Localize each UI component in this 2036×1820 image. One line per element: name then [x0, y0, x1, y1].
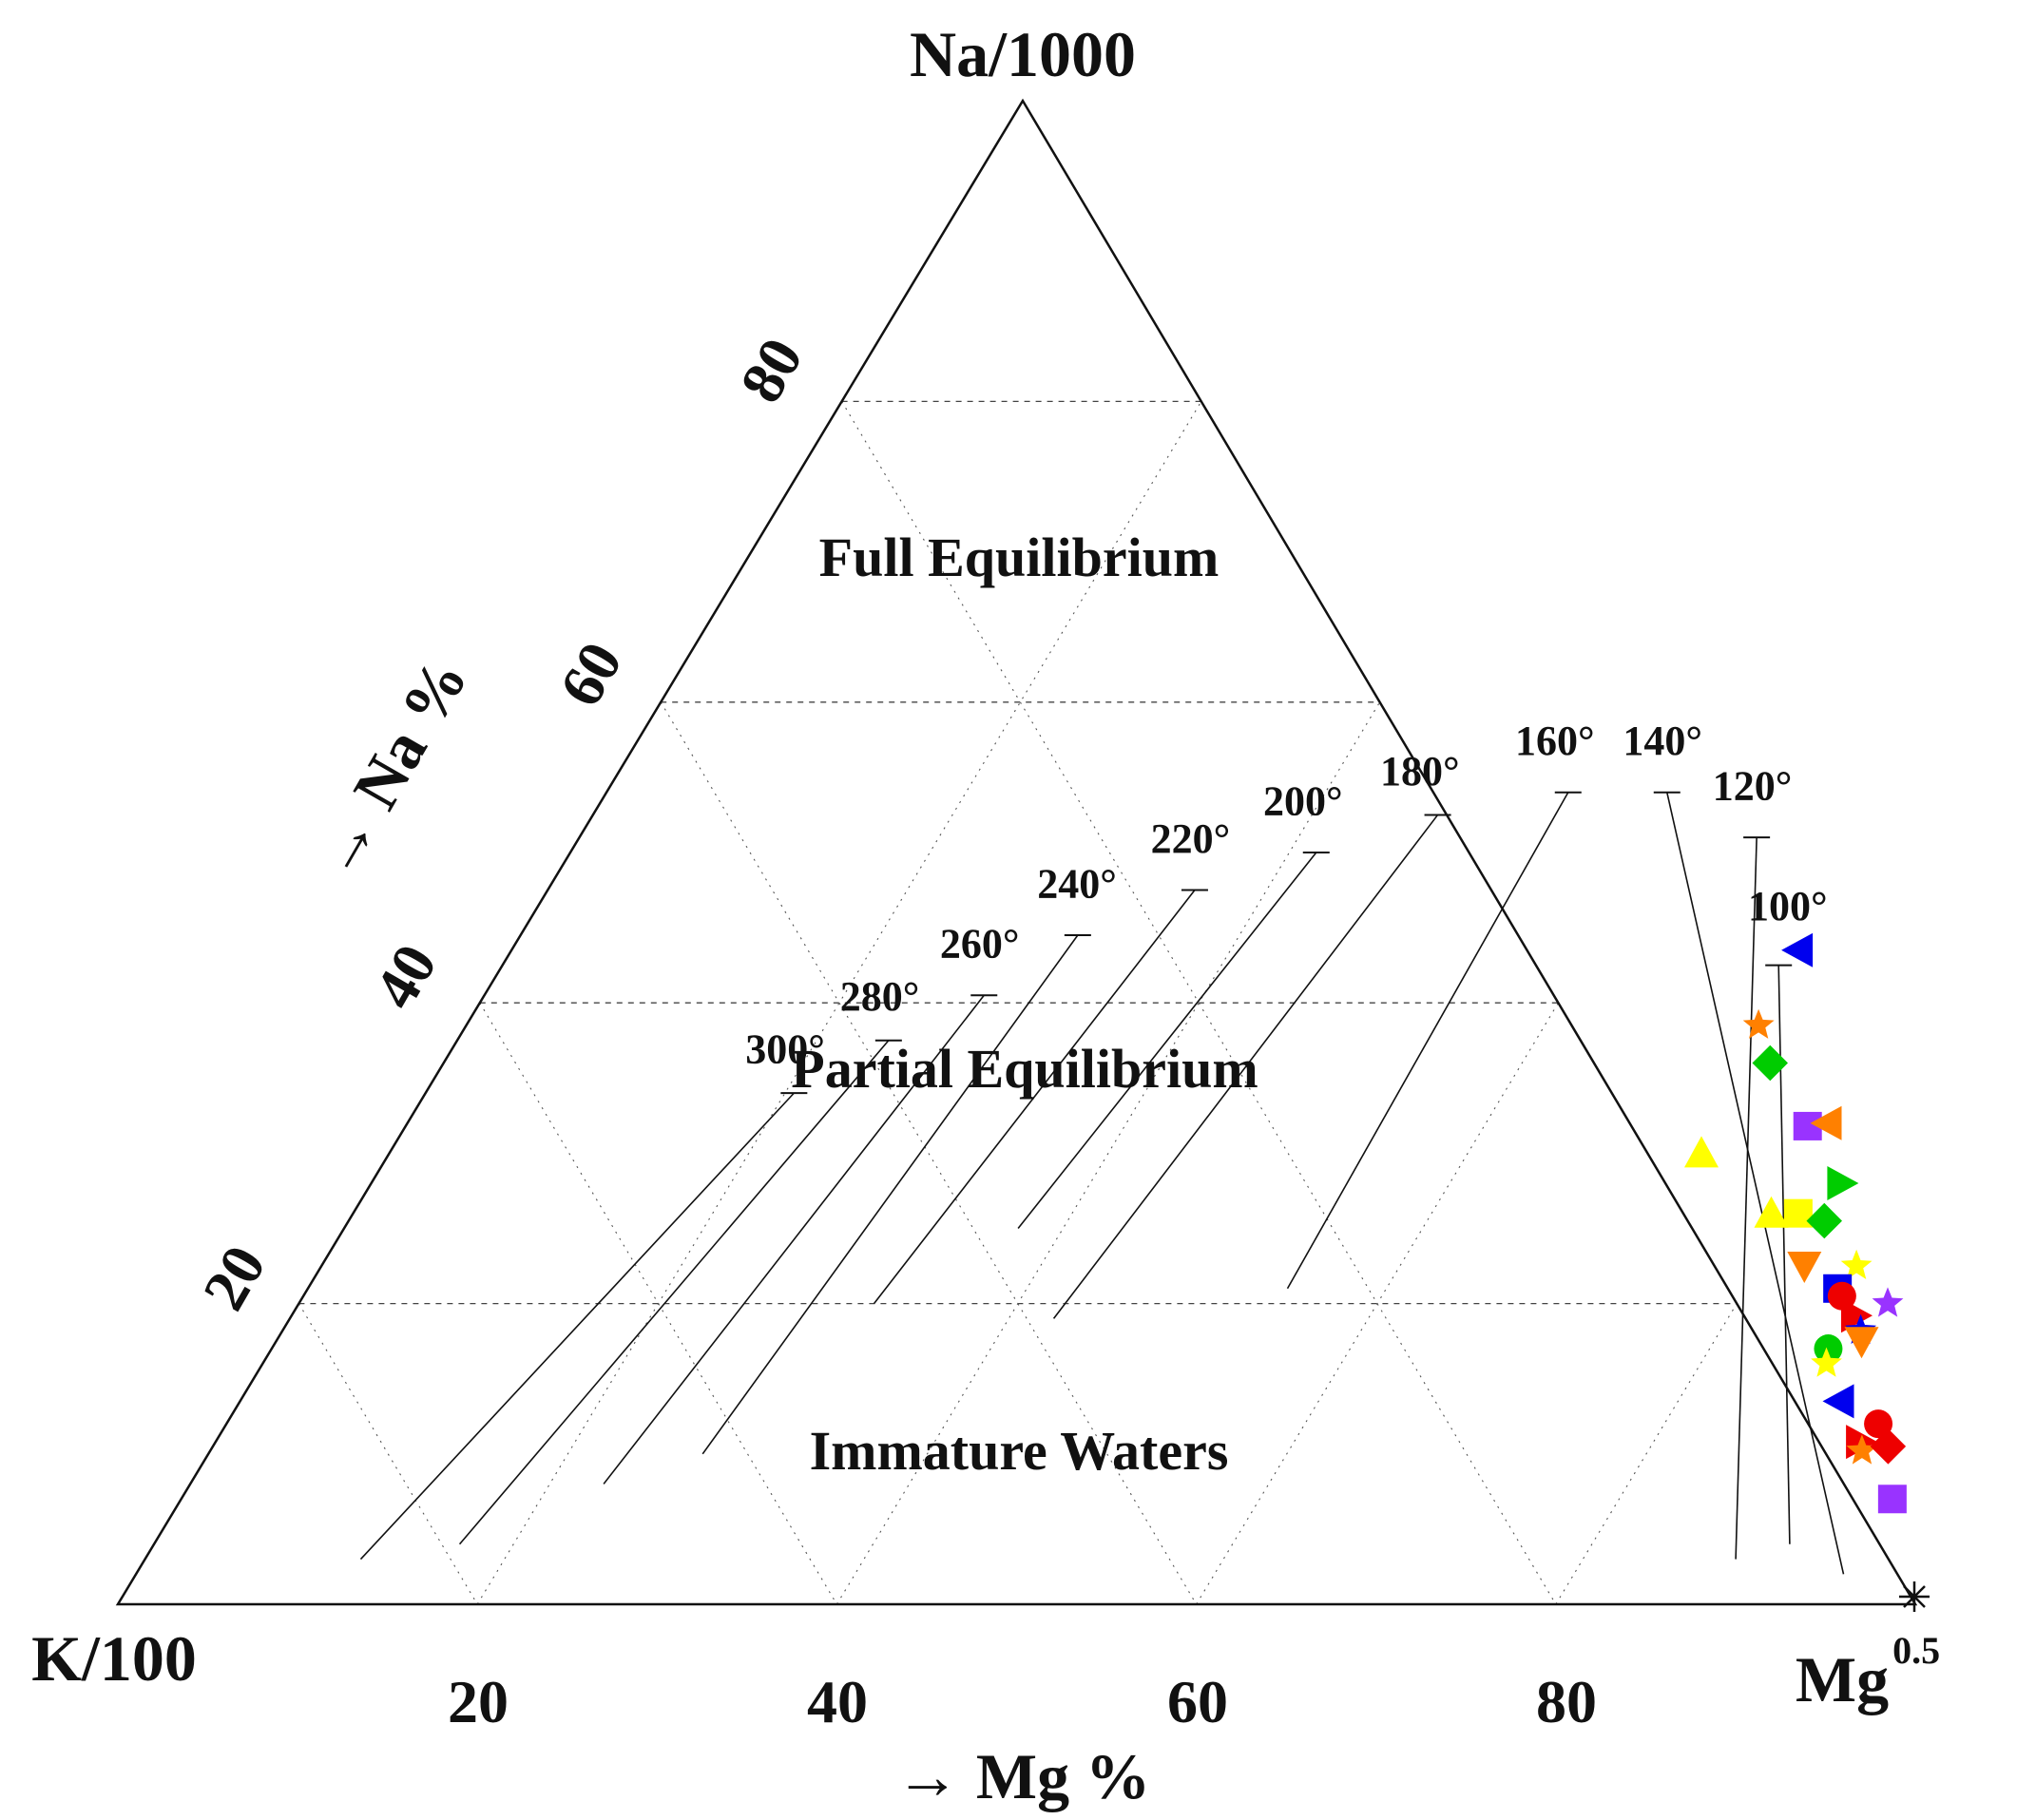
isotherm-line-7 [701, 934, 1079, 1455]
na-tick-80: 80 [727, 327, 816, 413]
triangle-frame [115, 98, 1918, 1606]
mg-tick-20: 20 [448, 1668, 509, 1735]
mg-tick-60: 60 [1167, 1668, 1228, 1735]
data-point-1-orange-star [1742, 1008, 1775, 1039]
vertex-label-right-exponent: 0.5 [1892, 1629, 1940, 1672]
data-point-20-blue-triangle-left [1822, 1384, 1854, 1419]
isotherm-line-4 [1052, 814, 1439, 1319]
data-point-11-yellow-star [1840, 1249, 1873, 1279]
data-point-21-red-circle [1864, 1409, 1893, 1439]
data-point-10-orange-triangle-down [1787, 1252, 1822, 1283]
data-point-5-yellow-triangle-up [1684, 1136, 1719, 1168]
data-point-25-purple-square [1877, 1485, 1907, 1514]
data-points [1684, 932, 1907, 1514]
isotherm-line-0 [1777, 965, 1791, 1544]
isotherm-line-1 [1735, 837, 1757, 1560]
vertex-label-left: K/100 [31, 1622, 197, 1695]
isotherm-line-9 [458, 1040, 890, 1545]
data-point-7-yellow-triangle-up [1754, 1196, 1789, 1228]
isotherm-label-7: 240° [1037, 860, 1117, 907]
isotherm-line-2 [1665, 792, 1845, 1575]
vertex-label-right: Mg 0.5 [1796, 1629, 1940, 1715]
data-point-9-green-diamond [1806, 1202, 1842, 1239]
data-point-0-blue-triangle-left [1781, 932, 1814, 967]
data-point-8-yellow-square [1783, 1198, 1813, 1228]
grid-mg-40 [836, 701, 1381, 1605]
data-point-6-green-triangle-right [1827, 1166, 1859, 1200]
grid-mg-80 [1555, 1303, 1738, 1605]
isotherm-label-10: 300° [745, 1025, 825, 1072]
isotherm-line-5 [1017, 852, 1317, 1229]
isotherm-line-6 [873, 890, 1196, 1305]
na-axis-title: → Na % [298, 646, 481, 891]
data-point-14-purple-star [1872, 1287, 1904, 1317]
na-tick-20: 20 [190, 1235, 279, 1321]
isotherm-label-2: 140° [1623, 718, 1702, 764]
isotherm-line-3 [1286, 792, 1569, 1290]
vertex-label-top: Na/1000 [910, 18, 1136, 90]
isotherm-label-3: 160° [1515, 718, 1595, 764]
na-tick-40: 40 [361, 933, 450, 1020]
isotherm-label-0: 100° [1748, 883, 1828, 929]
data-point-24-red-diamond [1870, 1428, 1907, 1465]
isotherm-label-5: 200° [1263, 777, 1343, 824]
mg-axis-title: → Mg % [895, 1740, 1150, 1812]
region-partial-equilibrium: Partial Equilibrium [791, 1038, 1258, 1100]
mg-axis-ticks: 20 40 60 80 [448, 1668, 1597, 1735]
isotherm-label-9: 280° [840, 973, 920, 1020]
grid-k-80 [298, 1303, 478, 1605]
isotherm-label-4: 180° [1380, 748, 1460, 795]
na-tick-60: 60 [547, 631, 635, 718]
data-point-4-orange-triangle-left [1810, 1105, 1842, 1140]
region-full-equilibrium: Full Equilibrium [819, 527, 1220, 588]
mg-tick-40: 40 [807, 1668, 868, 1735]
region-immature-waters: Immature Waters [810, 1420, 1229, 1482]
data-point-19-yellow-star [1811, 1347, 1842, 1377]
data-point-17-orange-triangle-down [1844, 1327, 1879, 1359]
mg-vertex-asterisk [1899, 1581, 1930, 1612]
isotherm-label-1: 120° [1713, 763, 1793, 810]
mg-tick-80: 80 [1536, 1668, 1597, 1735]
data-point-23-orange-star [1846, 1434, 1878, 1465]
data-point-18-green-circle [1814, 1334, 1843, 1364]
data-point-2-green-diamond [1752, 1044, 1788, 1082]
vertex-label-right-base: Mg [1796, 1643, 1889, 1715]
data-point-15-red-triangle-right [1841, 1298, 1873, 1333]
isotherm-label-6: 220° [1151, 815, 1231, 862]
isotherm-line-8 [603, 994, 985, 1485]
isotherm-line-10 [359, 1092, 795, 1561]
grid-lines [298, 400, 1738, 1605]
grid-mg-60 [1196, 1002, 1559, 1605]
isotherm-labels: 100° 120°140° 160° 180° 200° 220° 240° 260° 280°… [745, 718, 1827, 1072]
isotherm-label-8: 260° [940, 921, 1020, 967]
